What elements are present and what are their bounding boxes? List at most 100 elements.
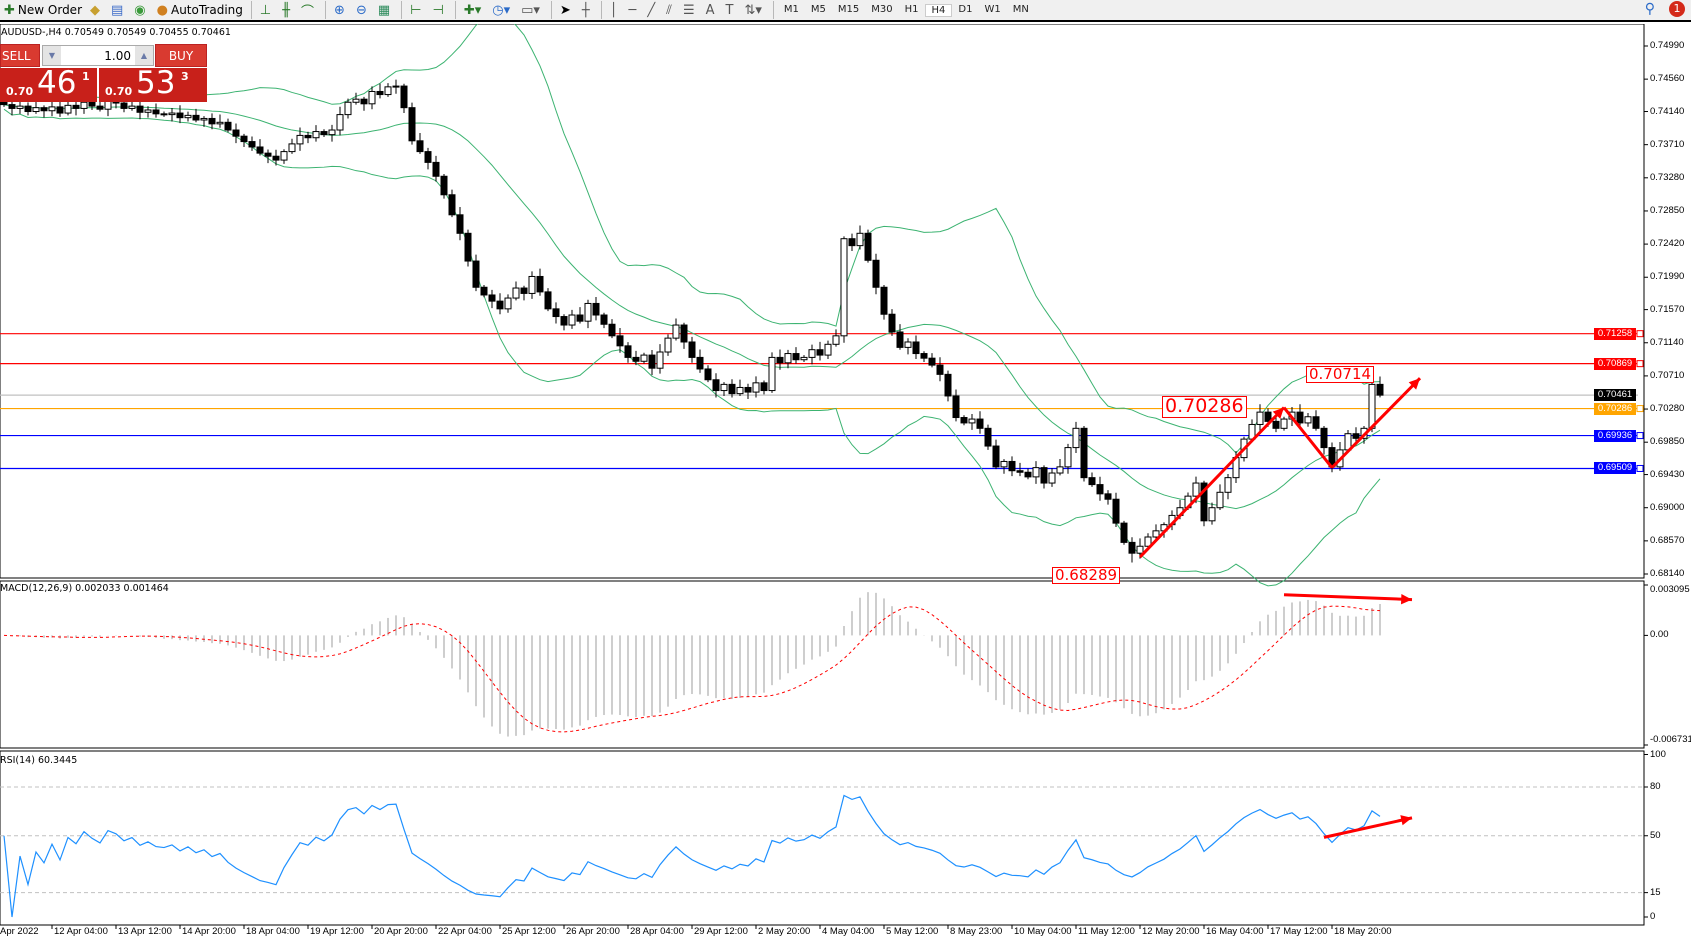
trendline-button[interactable]: ╱ [643, 0, 662, 20]
rsi-arrow-head [1400, 815, 1412, 826]
separator [772, 1, 774, 19]
templates-button[interactable]: ▭▾ [517, 0, 547, 20]
price-label-box: 0.70714 [1306, 365, 1375, 384]
line-anchor[interactable] [1636, 360, 1644, 368]
macd-signal-line [3, 605, 1381, 733]
timeframe-d1[interactable]: D1 [958, 3, 973, 15]
lot-size-field: ▼ 1.00 ▲ [42, 45, 154, 66]
tile-windows-button[interactable]: ▦ [374, 0, 397, 20]
candle [728, 379, 736, 398]
arrows-button[interactable]: ⇅▾ [740, 0, 768, 20]
candle [712, 373, 720, 398]
lot-decrease-icon[interactable]: ▼ [43, 46, 61, 65]
timeframe-mn[interactable]: MN [1012, 3, 1029, 15]
buy-button[interactable]: BUY [155, 44, 207, 67]
separator [250, 1, 252, 19]
candle [504, 294, 512, 313]
fibonacci-button[interactable]: ☰ [679, 0, 702, 20]
zoom-in-button[interactable]: ⊕ [330, 0, 352, 20]
candle [376, 83, 384, 99]
macd-arrow[interactable] [1283, 593, 1413, 602]
timeframe-m1[interactable]: M1 [783, 3, 799, 15]
autotrading-button[interactable]: ● AutoTrading [153, 0, 247, 20]
candle [216, 114, 224, 128]
candle [1088, 472, 1096, 487]
sell-price[interactable]: 0.70 46 1 [0, 65, 97, 102]
price-tick-label: 0.69850 [1650, 436, 1685, 448]
candle [200, 116, 208, 127]
timeframe-h4[interactable]: H4 [924, 3, 953, 17]
chart-area[interactable] [0, 24, 1691, 939]
candle [760, 380, 768, 395]
time-label: 2 May 20:00 [758, 926, 811, 937]
buy-price[interactable]: 0.70 53 3 [99, 65, 207, 102]
timeframe-m30[interactable]: M30 [871, 3, 893, 15]
lot-increase-icon[interactable]: ▲ [135, 46, 153, 65]
line-anchor[interactable] [1636, 464, 1644, 472]
vertical-line-button[interactable]: │ [606, 0, 625, 20]
candle [912, 335, 920, 359]
signals-button[interactable]: ◉ [130, 0, 152, 20]
candle [120, 100, 128, 113]
text-button[interactable]: A [702, 0, 722, 20]
candle [24, 102, 32, 116]
candle [8, 99, 16, 116]
candle [936, 357, 944, 382]
text-label-button[interactable]: T [722, 0, 741, 20]
periods-button[interactable]: ◷▾ [488, 0, 517, 20]
bar-chart-icon: ⊥ [259, 2, 272, 18]
channel-button[interactable]: ⫽ [662, 0, 679, 20]
chart-shift-button[interactable]: ⊣ [428, 0, 450, 20]
candle [952, 389, 960, 422]
bar-chart-button[interactable]: ⊥ [256, 0, 278, 20]
sell-price-pips: 46 [37, 65, 77, 101]
cursor-button[interactable]: ➤ [556, 0, 578, 20]
sell-button[interactable]: SELL [0, 44, 40, 67]
auto-scroll-button[interactable]: ⊢ [406, 0, 428, 20]
search-icon[interactable]: ⚲ [1644, 1, 1655, 17]
candle [1024, 468, 1032, 480]
candle [600, 312, 608, 329]
lot-size-input[interactable]: 1.00 [104, 48, 131, 63]
buy-price-prefix: 0.70 [105, 85, 133, 98]
macd-panel-border [0, 580, 1645, 749]
trend-arrow[interactable] [1138, 406, 1286, 559]
candle [648, 350, 656, 376]
candlestick-button[interactable]: ╫ [278, 0, 297, 20]
indicators-button[interactable]: ✚▾ [460, 0, 488, 20]
horizontal-line-button[interactable]: ─ [624, 0, 643, 20]
timeframe-m5[interactable]: M5 [810, 3, 826, 15]
candle [544, 288, 552, 312]
history-center-button[interactable]: ◆ [86, 0, 107, 20]
indicators-icon: ✚▾ [463, 2, 482, 18]
candle [520, 285, 528, 301]
crosshair-button[interactable]: ┼ [578, 0, 597, 20]
timeframe-w1[interactable]: W1 [984, 3, 1001, 15]
candle [56, 99, 64, 117]
candle [976, 411, 984, 434]
line-anchor[interactable] [1636, 432, 1644, 440]
line-chart-button[interactable]: ⌒ [297, 0, 321, 20]
candle [888, 309, 896, 336]
candle [832, 329, 840, 347]
rsi-arrow[interactable] [1323, 816, 1413, 839]
new-order-button[interactable]: ✚ New Order [0, 0, 86, 20]
timeframe-m15[interactable]: M15 [837, 3, 860, 15]
line-anchor[interactable] [1636, 405, 1644, 413]
candle [808, 344, 816, 365]
line-anchor[interactable] [1636, 330, 1644, 338]
trend-arrow[interactable] [1330, 377, 1422, 469]
notification-badge[interactable]: 1 [1669, 1, 1685, 17]
candle [960, 415, 968, 426]
market-watch-button[interactable]: ▤ [107, 0, 130, 20]
trend-arrow[interactable] [1282, 406, 1334, 469]
timeframe-h1[interactable]: H1 [904, 3, 919, 15]
candle [1328, 442, 1336, 473]
separator [550, 1, 552, 19]
candle [1312, 410, 1320, 431]
price-tick-label: 0.68570 [1650, 534, 1685, 546]
candle [416, 132, 424, 154]
zoom-out-button[interactable]: ⊖ [352, 0, 374, 20]
candle [168, 107, 176, 122]
candle [720, 382, 728, 396]
